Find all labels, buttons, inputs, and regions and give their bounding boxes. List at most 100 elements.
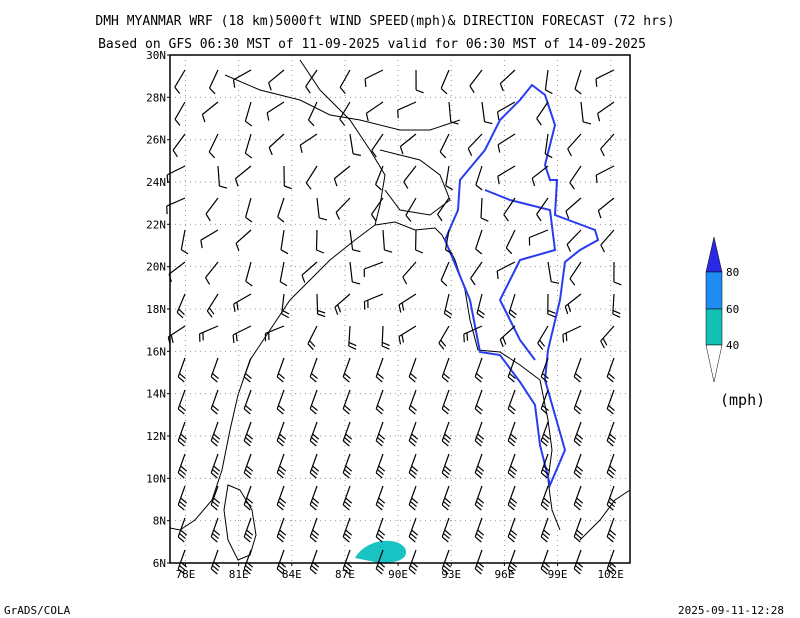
wind-barb xyxy=(342,389,351,415)
legend-label: 60 xyxy=(726,303,739,316)
wind-barb xyxy=(470,261,483,286)
lon-label: 87E xyxy=(335,568,355,581)
wind-barb xyxy=(537,325,549,350)
wind-barb xyxy=(480,197,489,222)
wind-barb xyxy=(573,357,582,383)
wind-barb xyxy=(566,229,582,252)
wind-barb xyxy=(363,261,384,277)
wind-barb xyxy=(569,261,582,286)
wind-barb xyxy=(177,421,188,447)
footer-left: GrADS/COLA xyxy=(4,604,71,617)
wind-barb xyxy=(276,517,287,543)
wind-barb xyxy=(167,325,186,345)
wind-barb xyxy=(544,69,553,95)
wind-barb xyxy=(233,293,252,312)
wind-barb xyxy=(415,69,424,94)
wind-barb xyxy=(569,165,582,190)
wind-barb xyxy=(600,133,615,157)
wind-barb xyxy=(206,293,219,318)
wind-barb xyxy=(243,517,254,543)
wind-barb xyxy=(469,69,483,94)
wind-barb xyxy=(606,421,617,447)
wind-barb xyxy=(507,517,518,543)
wind-barb xyxy=(168,261,186,282)
wind-barb xyxy=(199,325,219,342)
footer-right: 2025-09-11-12:28 xyxy=(678,604,784,617)
wind-barb xyxy=(268,69,285,91)
wind-barb xyxy=(507,453,518,479)
wind-barb xyxy=(266,101,285,121)
wind-barb xyxy=(443,293,453,319)
wind-barb xyxy=(474,453,485,479)
wind-barb xyxy=(204,261,219,285)
wind-barb xyxy=(309,357,318,383)
wind-barb xyxy=(180,229,189,255)
wind-barb xyxy=(349,229,361,253)
wind-barb xyxy=(243,453,254,479)
lon-label: 102E xyxy=(597,568,624,581)
wind-barb xyxy=(474,517,485,543)
wind-barb xyxy=(437,197,450,222)
wind-barb xyxy=(342,421,353,447)
wind-barb xyxy=(349,133,362,157)
wind-barb xyxy=(200,229,219,249)
wind-barb xyxy=(177,453,188,479)
lon-label: 96E xyxy=(494,568,514,581)
wind-barb xyxy=(580,101,592,125)
wind-barb xyxy=(276,485,287,511)
wind-barb xyxy=(243,485,254,511)
wind-barb xyxy=(415,229,424,254)
wind-barb xyxy=(540,389,549,415)
lon-label: 93E xyxy=(441,568,461,581)
wind-barb xyxy=(528,229,549,246)
wind-barb xyxy=(408,421,419,447)
wind-barb xyxy=(445,165,454,191)
wind-barb xyxy=(397,101,417,119)
map-frame xyxy=(169,54,631,564)
wind-barb xyxy=(573,389,582,415)
wind-barb xyxy=(441,421,452,447)
wind-barb xyxy=(441,517,452,543)
wind-barb xyxy=(600,325,615,349)
wind-barb xyxy=(375,517,386,543)
wind-barb xyxy=(474,485,485,511)
wind-barb xyxy=(281,293,290,319)
legend-label: 40 xyxy=(726,339,739,352)
colorbar-box xyxy=(705,308,723,346)
wind-barb xyxy=(475,229,483,255)
wind-barb xyxy=(595,69,615,87)
wind-barb xyxy=(210,453,221,479)
wind-barb xyxy=(309,421,320,447)
wind-barb xyxy=(606,549,617,575)
wind-barb xyxy=(245,197,253,223)
wind-barb xyxy=(375,357,384,383)
wind-barb xyxy=(299,133,318,154)
lat-label: 22N xyxy=(146,218,166,231)
wind-barb xyxy=(562,325,582,343)
wind-barb xyxy=(408,357,417,383)
wind-barb xyxy=(600,229,615,253)
wind-barb xyxy=(441,453,452,479)
wind-barb xyxy=(463,325,483,343)
lat-label: 8N xyxy=(153,515,166,528)
wind-barb xyxy=(316,197,328,221)
wind-barb xyxy=(408,389,417,415)
wind-barb xyxy=(613,261,622,286)
wind-barb xyxy=(177,357,186,383)
wind-barb xyxy=(283,165,293,190)
wind-barb xyxy=(606,453,617,479)
wind-barb xyxy=(375,165,384,191)
wind-barb xyxy=(595,165,615,184)
wind-barb xyxy=(371,197,384,222)
legend-label: 80 xyxy=(726,266,739,279)
myanmar-border xyxy=(443,83,600,489)
wind-barb xyxy=(507,357,516,383)
wind-barb xyxy=(264,325,285,342)
wind-barb xyxy=(208,69,219,95)
wind-barb xyxy=(497,165,516,185)
wind-barb xyxy=(573,453,584,479)
wind-barb xyxy=(476,293,485,319)
wind-barb xyxy=(232,325,252,343)
wind-barb xyxy=(279,261,288,287)
wind-barb xyxy=(402,261,417,285)
